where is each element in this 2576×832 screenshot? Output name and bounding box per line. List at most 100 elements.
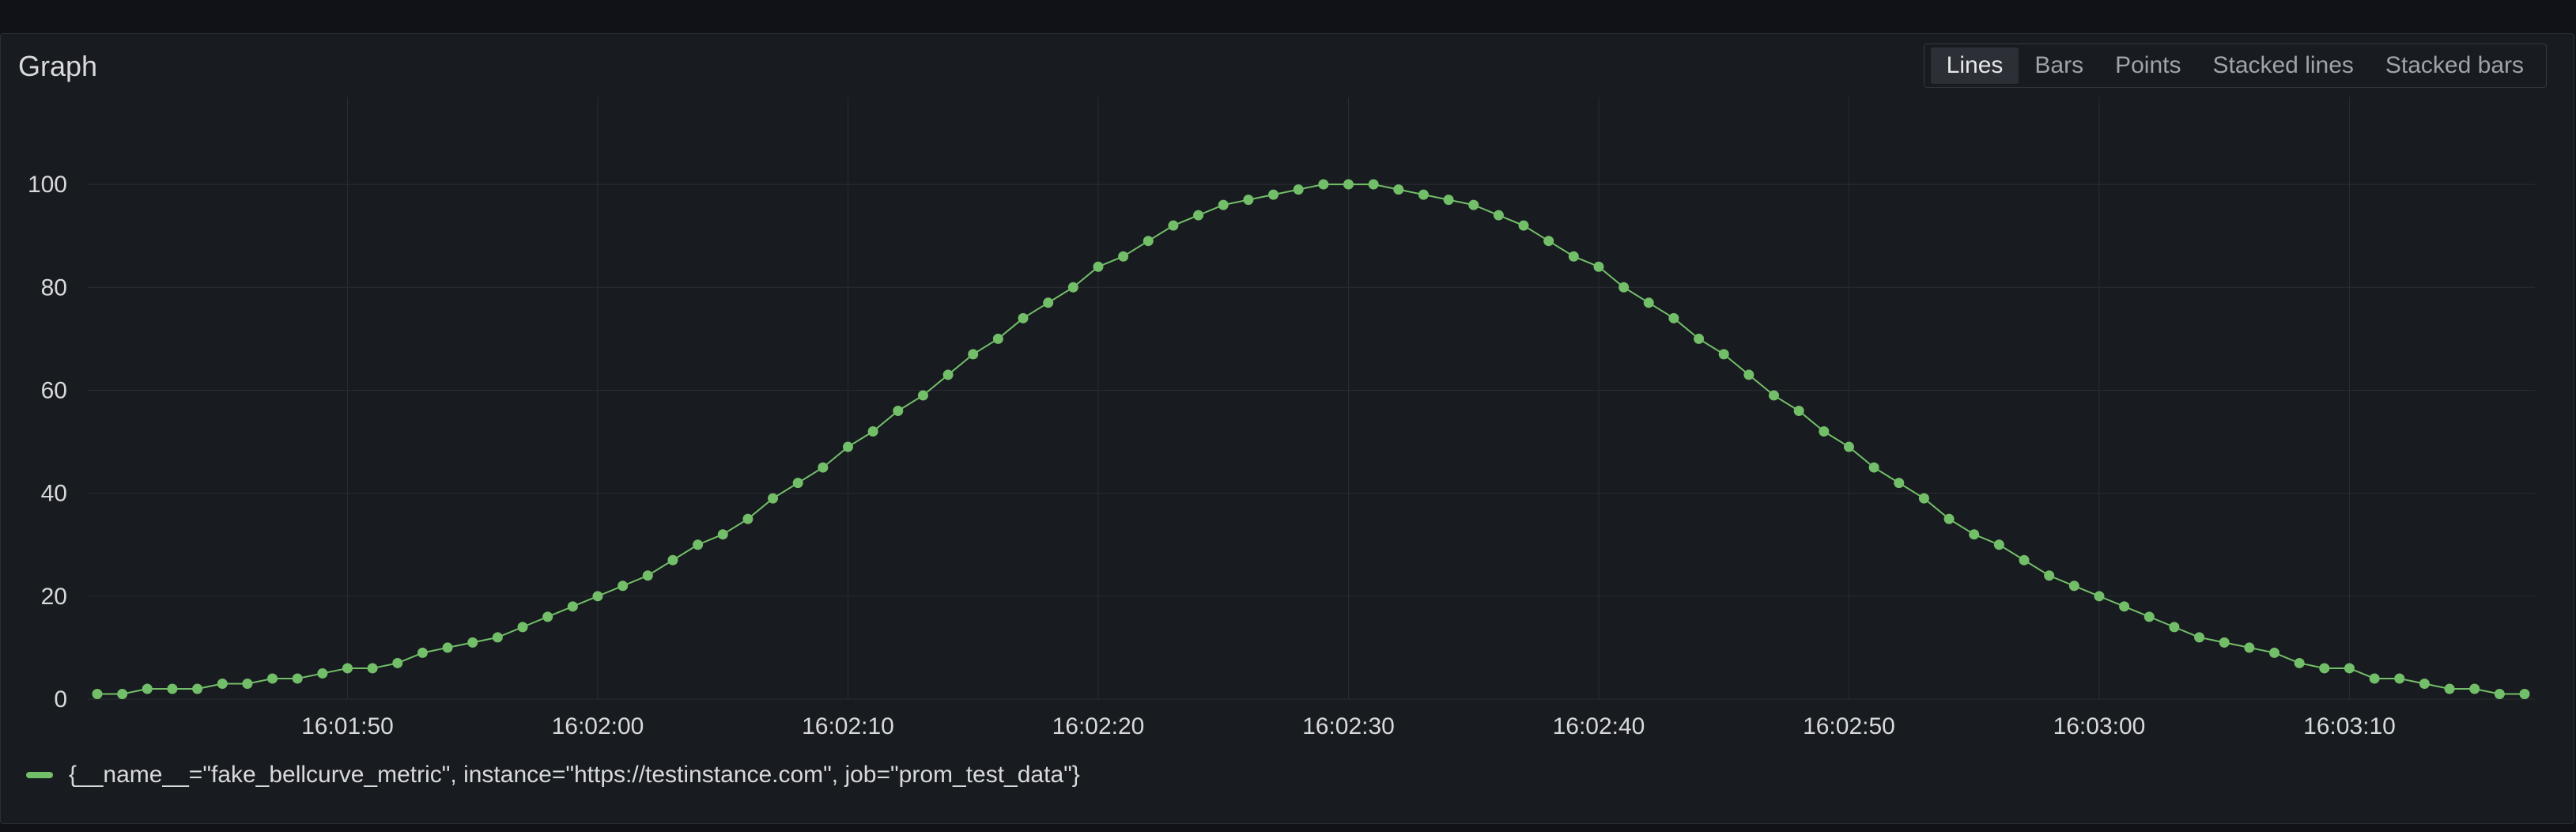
data-point: [1668, 312, 1679, 323]
data-point: [792, 478, 803, 489]
data-point: [1343, 179, 1354, 190]
data-point: [2019, 554, 2030, 565]
data-point: [842, 441, 853, 452]
data-point: [1894, 478, 1905, 489]
data-point: [1293, 184, 1304, 195]
y-tick-label: 20: [41, 584, 67, 610]
data-point: [2119, 601, 2130, 612]
data-point: [2394, 673, 2405, 684]
mode-stacked-lines-button[interactable]: Stacked lines: [2212, 52, 2354, 78]
mode-stacked-bars-button[interactable]: Stacked bars: [2385, 52, 2524, 78]
data-point: [942, 369, 954, 380]
graph-panel: Graph Lines Bars Points Stacked lines St…: [0, 33, 2574, 824]
data-point: [2344, 663, 2355, 674]
data-point: [1093, 261, 1104, 272]
mode-bars-button[interactable]: Bars: [2034, 52, 2084, 78]
data-point: [1843, 441, 1854, 452]
data-point: [893, 405, 904, 416]
y-tick-label: 100: [28, 172, 67, 198]
data-point: [1243, 195, 1254, 206]
data-point: [2169, 622, 2180, 633]
data-point: [167, 683, 178, 694]
data-point: [1443, 195, 1454, 206]
data-point: [1218, 199, 1229, 210]
data-point: [1618, 282, 1630, 293]
data-point: [1718, 349, 1729, 360]
series-line: [97, 183, 2525, 695]
data-point: [267, 673, 278, 684]
data-point: [1493, 210, 1504, 221]
data-point: [768, 493, 779, 504]
data-point: [542, 611, 553, 622]
x-tick-label: 16:02:50: [1803, 713, 1895, 739]
data-point: [1368, 179, 1379, 190]
data-point: [592, 591, 603, 602]
data-point: [142, 683, 153, 694]
data-point: [1193, 210, 1204, 221]
data-point: [1118, 251, 1129, 262]
data-point: [92, 688, 103, 699]
data-point: [1268, 189, 1279, 200]
data-point: [1694, 333, 1705, 344]
data-point: [1868, 462, 1879, 473]
data-point: [1018, 312, 1029, 323]
panel-title: Graph: [18, 50, 98, 82]
data-point: [117, 688, 128, 699]
data-point: [742, 513, 754, 524]
x-tick-label: 16:02:10: [802, 713, 894, 739]
data-point: [2419, 678, 2430, 689]
x-tick-label: 16:02:40: [1553, 713, 1645, 739]
data-point: [1819, 426, 1830, 437]
y-tick-label: 60: [41, 377, 67, 403]
data-point: [1593, 261, 1604, 272]
data-point: [1168, 220, 1179, 231]
legend-label: {__name__="fake_bellcurve_metric", insta…: [69, 762, 1080, 788]
data-point: [717, 529, 728, 540]
data-point: [917, 390, 928, 401]
data-point: [392, 657, 403, 668]
data-point: [2219, 637, 2230, 648]
data-point: [992, 333, 1003, 344]
data-point: [1468, 199, 1479, 210]
data-point: [2144, 611, 2155, 622]
data-point: [317, 667, 328, 679]
mode-points-button[interactable]: Points: [2115, 52, 2181, 78]
data-point: [492, 632, 503, 643]
mode-lines-button[interactable]: Lines: [1930, 47, 2019, 84]
x-tick-label: 16:03:10: [2303, 713, 2396, 739]
time-series-chart[interactable]: 0 20 40 60 80 100 16:01:50 16:02:00 16:02:10 16:0…: [1, 34, 2575, 825]
data-point: [2068, 581, 2079, 592]
data-point: [1943, 513, 1955, 524]
data-point: [2294, 657, 2305, 668]
data-point: [292, 673, 303, 684]
data-point: [2319, 663, 2330, 674]
data-point: [2469, 683, 2480, 694]
data-point: [1393, 184, 1404, 195]
y-tick-label: 40: [41, 481, 67, 507]
x-tick-label: 16:02:30: [1302, 713, 1395, 739]
display-mode-toggle: Lines Bars Points Stacked lines Stacked …: [1923, 43, 2547, 88]
data-point: [618, 581, 629, 592]
data-point: [968, 349, 979, 360]
data-point: [1043, 297, 1054, 308]
data-point: [1793, 405, 1804, 416]
legend-item[interactable]: {__name__="fake_bellcurve_metric", insta…: [26, 762, 1080, 789]
data-point: [417, 647, 428, 658]
x-tick-label: 16:03:00: [2053, 713, 2146, 739]
data-point: [2244, 642, 2255, 653]
data-point: [192, 683, 203, 694]
data-point: [1993, 539, 2004, 550]
data-point: [1769, 390, 1780, 401]
data-point: [2094, 591, 2105, 602]
data-point: [2369, 673, 2380, 684]
data-point: [1743, 369, 1754, 380]
data-point: [367, 663, 378, 674]
data-point: [242, 678, 253, 689]
data-point: [517, 622, 528, 633]
data-point: [1143, 236, 1154, 247]
data-point: [1643, 297, 1654, 308]
x-tick-label: 16:02:20: [1052, 713, 1145, 739]
data-point: [1518, 220, 1529, 231]
data-point: [867, 426, 878, 437]
y-tick-label: 0: [54, 686, 67, 713]
